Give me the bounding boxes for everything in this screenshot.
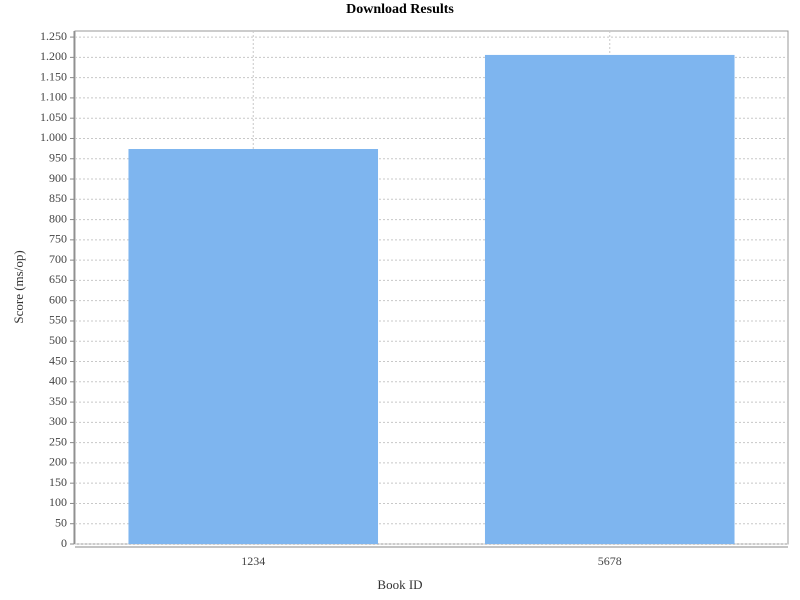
y-axis-label: Score (ms/op)	[11, 250, 26, 323]
y-tick-label: 500	[49, 333, 67, 347]
x-axis-label: Book ID	[377, 577, 422, 592]
x-tick-label: 1234	[241, 554, 265, 568]
y-tick-label: 250	[49, 434, 67, 448]
y-tick-label: 550	[49, 313, 67, 327]
y-tick-label: 700	[49, 252, 67, 266]
y-tick-label: 300	[49, 414, 67, 428]
y-tick-label: 50	[55, 515, 67, 529]
y-tick-label: 100	[49, 495, 67, 509]
y-tick-label: 850	[49, 191, 67, 205]
y-tick-label: 450	[49, 353, 67, 367]
y-tick-label: 1.150	[40, 69, 67, 83]
y-tick-label: 1.200	[40, 49, 67, 63]
y-tick-label: 800	[49, 211, 67, 225]
y-tick-label: 1.000	[40, 130, 67, 144]
y-tick-label: 650	[49, 272, 67, 286]
y-tick-label: 0	[61, 536, 67, 550]
x-tick-label: 5678	[598, 554, 622, 568]
y-tick-label: 350	[49, 394, 67, 408]
plot-area: 0 50 100 150 200 250 300 350 400 450 500 550 600 650 7…	[40, 29, 789, 568]
y-tick-label: 150	[49, 475, 67, 489]
bar	[484, 54, 735, 544]
y-tick-label: 1.100	[40, 90, 67, 104]
y-tick-label: 750	[49, 232, 67, 246]
y-tick-label: 400	[49, 374, 67, 388]
y-tick-label: 900	[49, 171, 67, 185]
bar	[128, 149, 379, 545]
y-tick-label: 600	[49, 292, 67, 306]
y-tick-label: 200	[49, 455, 67, 469]
y-tick-label: 1.250	[40, 29, 67, 43]
chart-title: Download Results	[346, 2, 454, 17]
y-tick-label: 1.050	[40, 110, 67, 124]
y-tick-label: 950	[49, 150, 67, 164]
